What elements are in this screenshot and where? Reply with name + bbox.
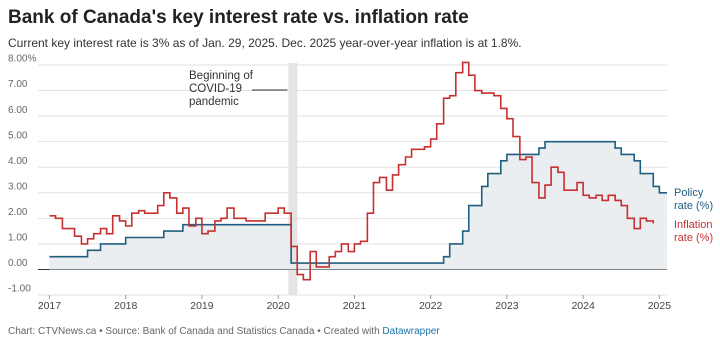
line	[49, 61, 655, 281]
chart-subtitle: Current key interest rate is 3% as of Ja…	[8, 36, 522, 50]
y-tick-label: 1.00	[8, 233, 28, 244]
line	[49, 140, 667, 264]
x-tick-label: 2018	[114, 300, 138, 312]
source: Chart: CTVNews.ca • Source: Bank of Cana…	[8, 326, 380, 337]
x-tick-label: 2021	[343, 300, 367, 312]
area	[49, 141, 668, 270]
y-tick-label: 4.00	[8, 156, 28, 167]
x-tick-label: 2024	[571, 300, 595, 312]
legend-label: Inflation rate (%)	[674, 219, 714, 244]
y-tick-label: 8.00%	[8, 54, 36, 65]
x-tick-label: 2020	[266, 300, 290, 312]
y-tick-label: 5.00	[8, 130, 28, 141]
y-tick-label: 7.00	[8, 79, 28, 90]
annotation: Beginning of COVID-19 pandemic	[189, 70, 253, 108]
y-tick-label: -1.00	[8, 284, 31, 295]
x-tick-label: 2023	[495, 300, 519, 312]
legend-label: Policy rate (%)	[674, 187, 714, 212]
covid-band	[288, 63, 298, 295]
source-note: Chart: CTVNews.ca • Source: Bank of Cana…	[8, 325, 440, 338]
chart-title: Bank of Canada's key interest rate vs. i…	[8, 7, 469, 28]
y-tick-label: 3.00	[8, 181, 28, 192]
x-tick-label: 2025	[648, 300, 672, 312]
y-tick-label: 0.00	[8, 258, 28, 269]
x-tick-label: 2022	[419, 300, 443, 312]
x-tick-label: 2019	[190, 300, 214, 312]
credit-link[interactable]: Datawrapper	[382, 326, 440, 337]
x-tick-label: 2017	[38, 300, 62, 312]
y-tick-label: 6.00	[8, 105, 28, 116]
y-tick-label: 2.00	[8, 207, 28, 218]
